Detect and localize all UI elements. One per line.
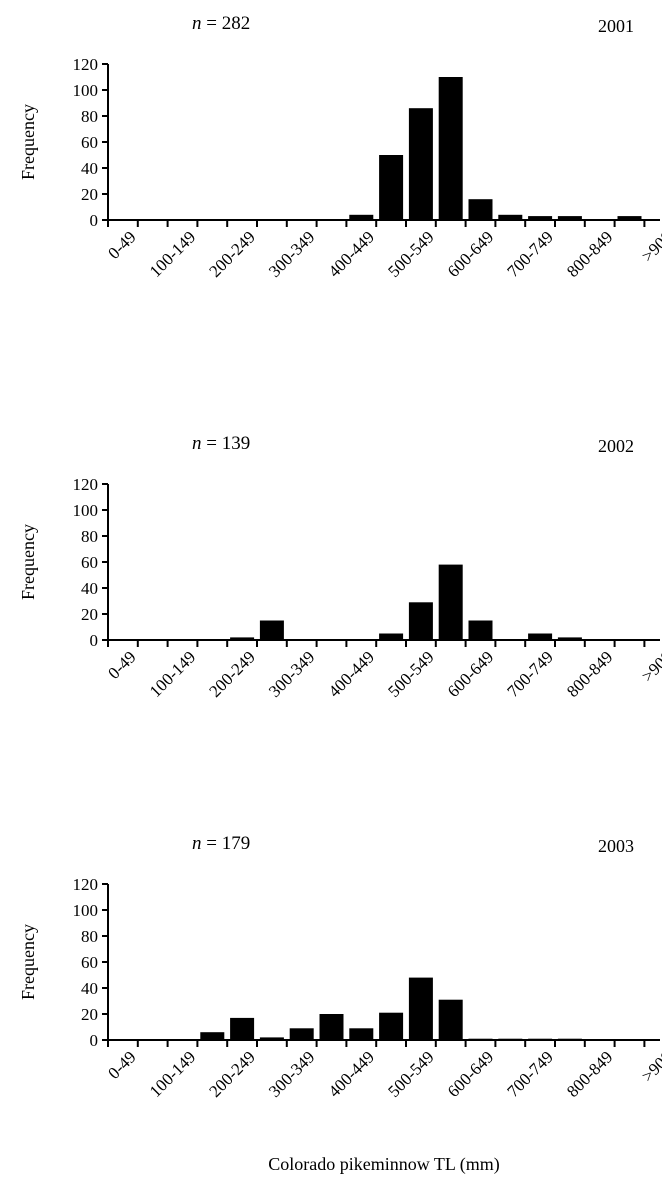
x-tick-label: 400-449 [325,647,379,701]
x-tick-label: 300-349 [265,647,319,701]
x-tick-label: 100-149 [146,227,200,281]
x-tick-label: 800-849 [563,1047,617,1101]
bar-600 [468,1038,493,1040]
bar-600 [468,199,493,220]
x-tick-label: 100-149 [146,1047,200,1101]
bar-500 [408,108,433,220]
bar-550 [438,77,463,220]
y-tick-label: 80 [81,107,98,126]
x-tick-label: 700-749 [503,1047,557,1101]
x-tick-label: 800-849 [563,227,617,281]
x-tick-label: 700-749 [503,227,557,281]
bar-400 [349,1028,374,1040]
sample-size-label: n = 282 [192,13,250,34]
y-tick-label: 20 [81,1005,98,1024]
bar-750 [557,637,582,640]
bar-450 [379,155,404,220]
x-tick-label: 600-649 [444,647,498,701]
x-tick-label: 600-649 [444,1047,498,1101]
x-tick-label: 0-49 [104,647,139,682]
bar-500 [408,602,433,640]
panel-2002: 0 20 40 60 80 100 120 Frequency 0-49 100-149 200-2… [18,433,662,701]
bar-650 [498,214,523,220]
x-tick-label: 300-349 [265,1047,319,1101]
y-tick-label: 20 [81,605,98,624]
y-tick-label: 60 [81,133,98,152]
x-tick-label: 500-549 [384,227,438,281]
bar-600 [468,620,493,640]
bar-700 [528,1038,553,1040]
bar-300 [289,1028,314,1040]
year-label: 2001 [598,16,634,36]
x-tick-label: 700-749 [503,647,557,701]
y-axis-label: Frequency [18,524,38,600]
y-tick-label: 40 [81,159,98,178]
bar-500 [408,977,433,1040]
year-label: 2002 [598,436,634,456]
bar-750 [557,216,582,220]
y-tick-label: 0 [90,1031,99,1050]
x-tick-label: 800-849 [563,647,617,701]
x-tick-label: 200-249 [205,227,259,281]
sample-size-label: n = 179 [192,833,250,854]
bar-200 [230,1017,255,1040]
y-tick-label: 100 [73,81,99,100]
bar-650 [498,1038,523,1040]
x-tick-label: 400-449 [325,227,379,281]
bar-850 [617,216,642,220]
y-tick-label: 0 [90,211,99,230]
y-axis-label: Frequency [18,104,38,180]
panel-2003: 0 20 40 60 80 100 120 Frequency 0-49 100-149 200-2… [18,833,662,1175]
bar-700 [528,216,553,220]
bar-550 [438,564,463,640]
bar-550 [438,999,463,1040]
x-tick-label: 200-249 [205,647,259,701]
sample-size-label: n = 139 [192,433,250,454]
bar-250 [259,620,284,640]
x-tick-label: 100-149 [146,647,200,701]
bar-350 [319,1014,344,1040]
bar-450 [379,633,404,640]
y-tick-label: 120 [73,875,99,894]
y-tick-label: 40 [81,979,98,998]
x-tick-label: 300-349 [265,227,319,281]
year-label: 2003 [598,836,634,856]
y-tick-label: 120 [73,475,99,494]
y-tick-label: 20 [81,185,98,204]
bar-200 [230,637,255,640]
y-tick-label: 100 [73,901,99,920]
x-axis-label: Colorado pikeminnow TL (mm) [268,1154,499,1175]
x-tick-label: 500-549 [384,647,438,701]
x-tick-label: >900 [638,1047,662,1085]
x-tick-label: 600-649 [444,227,498,281]
x-tick-label: 0-49 [104,1047,139,1082]
bar-450 [379,1012,404,1040]
y-tick-label: 0 [90,631,99,650]
y-tick-label: 80 [81,927,98,946]
y-tick-label: 60 [81,553,98,572]
x-tick-label: 0-49 [104,227,139,262]
bar-700 [528,633,553,640]
y-tick-label: 100 [73,501,99,520]
y-tick-label: 80 [81,527,98,546]
y-tick-label: 120 [73,55,99,74]
y-tick-label: 60 [81,953,98,972]
x-tick-label: 200-249 [205,1047,259,1101]
panel-2001: 0 20 40 60 80 100 120 Frequency 0-49 100-149 200-2… [18,13,662,281]
x-tick-label: 500-549 [384,1047,438,1101]
y-tick-label: 40 [81,579,98,598]
x-tick-label: >900 [638,227,662,265]
y-axis-label: Frequency [18,924,38,1000]
bar-150 [200,1032,225,1040]
bar-400 [349,214,374,220]
bar-750 [557,1038,582,1040]
x-tick-label: >900 [638,647,662,685]
bar-250 [259,1037,284,1040]
x-tick-label: 400-449 [325,1047,379,1101]
